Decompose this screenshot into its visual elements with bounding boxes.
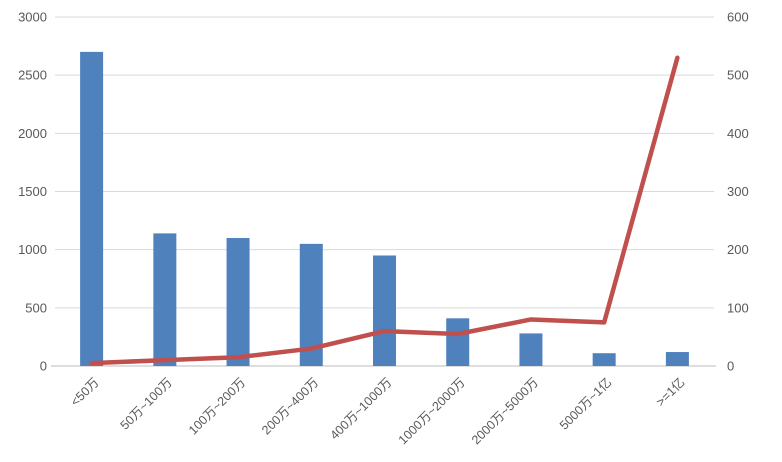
y-axis-left-tick-label: 3000: [18, 10, 47, 25]
y-axis-left-tick-label: 1000: [18, 242, 47, 257]
y-axis-right-tick-label: 300: [727, 184, 749, 199]
x-axis-category-label: <50万: [68, 375, 102, 409]
y-axis-left-tick-label: 500: [25, 300, 47, 315]
x-axis-category-label: 200万~400万: [259, 375, 321, 437]
y-axis-right-tick-label: 400: [727, 126, 749, 141]
bar-8: [665, 352, 689, 366]
y-axis-right-tick-label: 100: [727, 300, 749, 315]
y-axis-left-tick-label: 0: [40, 359, 47, 374]
bar-6: [519, 333, 543, 366]
bar-2: [226, 238, 250, 366]
x-axis-category-label: 5000万~1亿: [556, 375, 614, 433]
line-series-path: [89, 55, 680, 366]
bar-4: [373, 255, 396, 366]
x-axis-category-label: 100万~200万: [186, 375, 248, 437]
bar-0: [80, 51, 104, 367]
x-axis-category-label: 2000万~5000万: [469, 375, 541, 447]
y-axis-left-tick-label: 1500: [18, 184, 47, 199]
y-axis-left-tick-label: 2500: [18, 68, 47, 83]
x-axis-category-label: >=1亿: [653, 375, 688, 410]
bar-1: [153, 233, 177, 366]
x-axis-category-label: 400万~1000万: [327, 375, 394, 442]
y-axis-right-tick-label: 600: [727, 10, 749, 25]
y-axis-left-tick-label: 2000: [18, 126, 47, 141]
x-axis-category-label: 50万~100万: [118, 375, 175, 432]
y-axis-right-tick-label: 500: [727, 68, 749, 83]
y-axis-right-tick-label: 200: [727, 242, 749, 257]
bar-5: [446, 318, 470, 366]
bar-7: [592, 353, 616, 366]
x-axis-category-label: 1000万~2000万: [396, 375, 468, 447]
bar-3: [299, 243, 323, 366]
y-axis-right-tick-label: 0: [727, 359, 734, 374]
